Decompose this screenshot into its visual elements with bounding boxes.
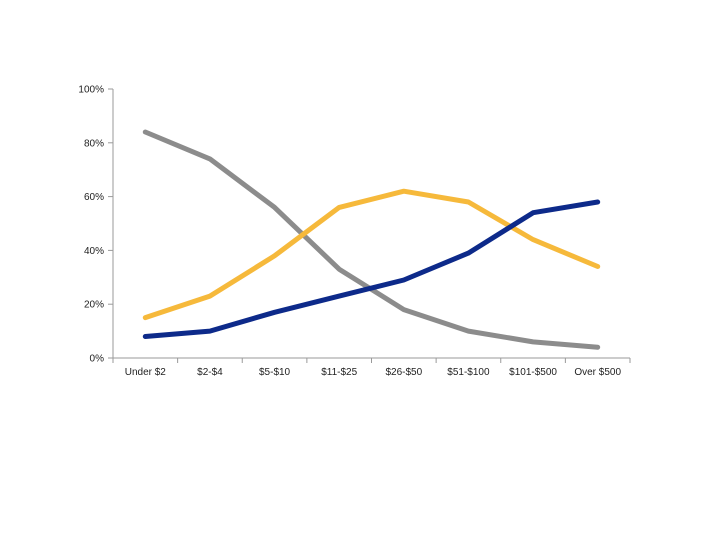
x-tick-label: $5-$10 xyxy=(259,367,291,378)
x-tick-label: $26-$50 xyxy=(385,367,422,378)
series-line-3 xyxy=(142,199,601,339)
y-tick-label: 40% xyxy=(84,246,104,257)
series-line-2 xyxy=(142,188,601,321)
y-tick-label: 0% xyxy=(90,354,105,365)
x-tick-label: $11-$25 xyxy=(321,367,357,378)
y-tick-label: 100% xyxy=(78,85,104,96)
chart-axes xyxy=(112,89,630,359)
y-tick-group: 0% 20% 40% 60% 80% 100% xyxy=(78,85,113,365)
y-tick-label: 20% xyxy=(84,300,104,311)
x-tick-group: Under $2 $2-$4 $5-$10 $11-$25 $26-$50 $51-$10… xyxy=(112,358,631,378)
x-tick-label: $2-$4 xyxy=(197,367,223,378)
x-tick-label: Over $500 xyxy=(574,367,621,378)
x-tick-label: Under $2 xyxy=(125,367,167,378)
x-tick-label: $51-$100 xyxy=(447,367,490,378)
y-tick-label: 80% xyxy=(84,138,104,149)
y-tick-label: 60% xyxy=(84,192,104,203)
x-tick-label: $101-$500 xyxy=(509,367,557,378)
series-group xyxy=(142,129,601,350)
